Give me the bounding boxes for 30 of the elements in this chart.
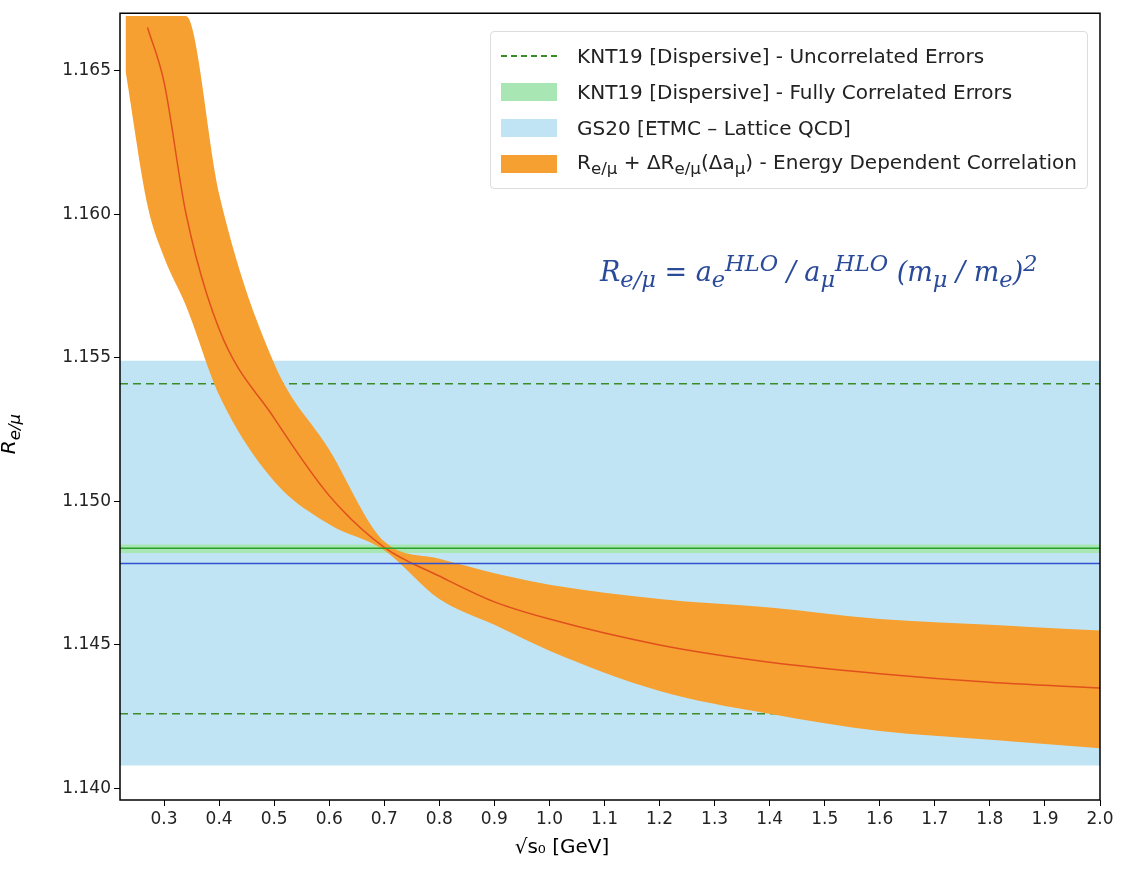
- y-tick-label: 1.165: [62, 59, 111, 80]
- x-tick-label: 0.4: [205, 807, 233, 828]
- x-tick-label: 1.7: [921, 807, 949, 828]
- x-tick-label: 0.6: [315, 807, 343, 828]
- x-tick-label: 1.9: [1031, 807, 1059, 828]
- legend-label: KNT19 [Dispersive] - Fully Correlated Errors: [577, 80, 1013, 104]
- x-tick-label: 0.5: [260, 807, 288, 828]
- legend-label: KNT19 [Dispersive] - Uncorrelated Errors: [577, 44, 985, 68]
- x-tick-label: 0.9: [480, 807, 508, 828]
- y-tick-label: 1.145: [62, 633, 111, 654]
- x-axis-title: √s₀ [GeV]: [513, 834, 611, 858]
- x-tick-label: 0.3: [150, 807, 178, 828]
- y-tick-label: 1.140: [62, 776, 111, 797]
- x-tick-label: 1.4: [756, 807, 784, 828]
- y-tick-label: 1.150: [62, 489, 111, 510]
- legend-label: GS20 [ETMC – Lattice QCD]: [577, 116, 851, 140]
- y-tick-label: 1.160: [62, 202, 111, 223]
- text: R$_{e/μ}$ = a$_{e}$$^{HLO}$ / a$_{μ}$$^{HLO}$ (m$_{μ}$ / m$_{e}$)$^{2}$: [600, 250, 1038, 293]
- x-tick-label: 1.8: [976, 807, 1004, 828]
- x-tick-label: 1.0: [535, 807, 563, 828]
- x-tick-label: 1.3: [701, 807, 729, 828]
- legend-label: R$_{e/μ}$ + ΔR$_{e/μ}$(Δa$_{μ}$) - Energy Dependent Correlation: [577, 150, 1077, 178]
- x-tick-label: 1.1: [590, 807, 619, 828]
- x-tick-label: 0.8: [425, 807, 453, 828]
- x-tick-label: 2.0: [1086, 807, 1114, 828]
- y-tick-label: 1.155: [62, 346, 111, 367]
- x-tick-label: 1.5: [811, 807, 839, 828]
- x-tick-label: 1.6: [866, 807, 894, 828]
- x-tick-label: 1.2: [646, 807, 674, 828]
- x-tick-label: 0.7: [370, 807, 398, 828]
